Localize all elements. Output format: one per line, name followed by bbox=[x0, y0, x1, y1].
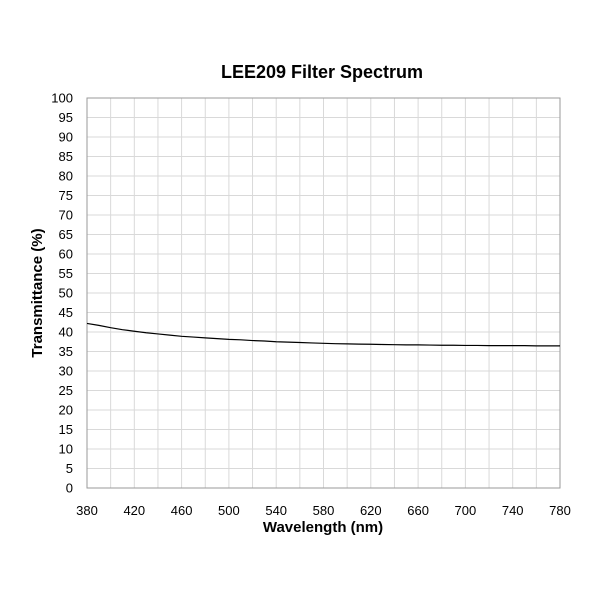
chart-title: LEE209 Filter Spectrum bbox=[221, 62, 423, 82]
y-tick-label: 10 bbox=[59, 442, 73, 457]
y-tick-labels: 0 5 10 15 20 25 30 35 40 45 50 55 60 65 70 75 80 85 90 95 10… bbox=[51, 91, 73, 496]
y-tick-label: 5 bbox=[66, 461, 73, 476]
y-tick-label: 65 bbox=[59, 227, 73, 242]
x-tick-label: 500 bbox=[218, 503, 240, 518]
y-tick-label: 35 bbox=[59, 344, 73, 359]
x-tick-label: 580 bbox=[313, 503, 335, 518]
x-tick-label: 620 bbox=[360, 503, 382, 518]
y-tick-label: 75 bbox=[59, 188, 73, 203]
grid-lines bbox=[86, 97, 561, 489]
y-tick-label: 90 bbox=[59, 130, 73, 145]
x-tick-label: 460 bbox=[171, 503, 193, 518]
x-tick-label: 740 bbox=[502, 503, 524, 518]
y-axis-label: Transmittance (%) bbox=[29, 228, 46, 357]
y-tick-label: 80 bbox=[59, 169, 73, 184]
y-tick-label: 70 bbox=[59, 208, 73, 223]
x-tick-labels: 380 420 460 500 540 580 620 660 700 740 780 bbox=[76, 503, 571, 518]
y-tick-label: 45 bbox=[59, 305, 73, 320]
x-tick-label: 780 bbox=[549, 503, 571, 518]
y-tick-label: 95 bbox=[59, 110, 73, 125]
y-tick-label: 60 bbox=[59, 247, 73, 262]
y-tick-label: 55 bbox=[59, 266, 73, 281]
x-tick-label: 700 bbox=[455, 503, 477, 518]
y-tick-label: 30 bbox=[59, 364, 73, 379]
x-tick-label: 380 bbox=[76, 503, 98, 518]
x-axis-label: Wavelength (nm) bbox=[263, 519, 383, 536]
y-tick-label: 20 bbox=[59, 403, 73, 418]
y-tick-label: 85 bbox=[59, 149, 73, 164]
x-tick-label: 420 bbox=[123, 503, 145, 518]
x-tick-label: 660 bbox=[407, 503, 429, 518]
plot-frame bbox=[86, 97, 561, 489]
y-tick-label: 15 bbox=[59, 422, 73, 437]
y-tick-label: 0 bbox=[66, 481, 73, 496]
x-tick-label: 540 bbox=[265, 503, 287, 518]
y-tick-label: 40 bbox=[59, 325, 73, 340]
y-tick-label: 100 bbox=[51, 91, 73, 106]
y-tick-label: 25 bbox=[59, 383, 73, 398]
transmittance-curve bbox=[86, 322, 560, 347]
y-tick-label: 50 bbox=[59, 286, 73, 301]
